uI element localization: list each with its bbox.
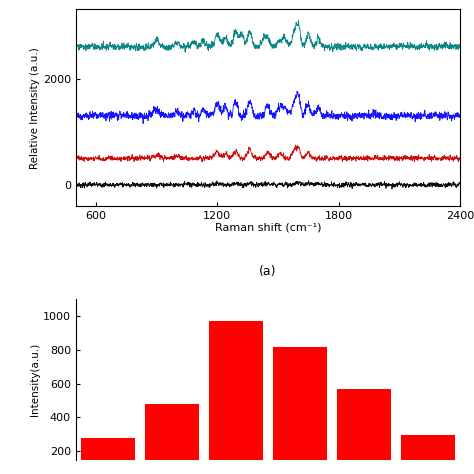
- Bar: [209, 321, 263, 474]
- Bar: [401, 435, 455, 474]
- Bar: [145, 404, 199, 474]
- Bar: [337, 389, 391, 474]
- Bar: [81, 438, 135, 474]
- Y-axis label: Relative Intensity (a.u.): Relative Intensity (a.u.): [30, 47, 40, 169]
- Y-axis label: Intensity(a.u.): Intensity(a.u.): [30, 343, 40, 416]
- Text: (a): (a): [259, 265, 276, 278]
- X-axis label: Raman shift (cm⁻¹): Raman shift (cm⁻¹): [215, 222, 321, 232]
- Bar: [273, 347, 327, 474]
